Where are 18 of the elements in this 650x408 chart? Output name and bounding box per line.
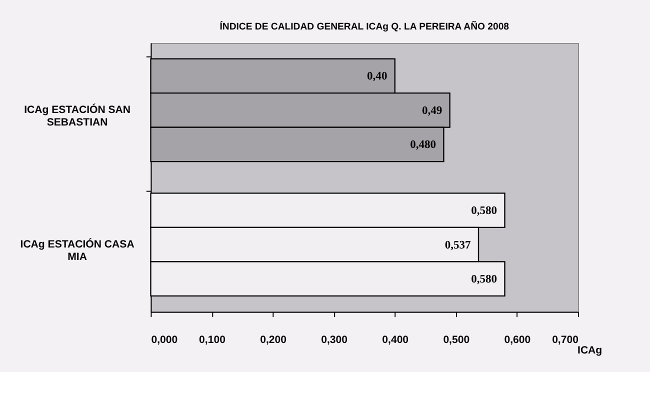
data-label: 0,580 (471, 274, 498, 286)
chart-title: ÍNDICE DE CALIDAD GENERAL ICAg Q. LA PEREIRA AÑO 2008 (220, 20, 510, 32)
data-label: 0,480 (410, 139, 436, 152)
x-tick-label: 0,300 (321, 334, 348, 346)
x-tick-label: 0,400 (382, 334, 409, 346)
x-tick-label: 0,200 (260, 334, 287, 346)
x-axis-title: ICAg (578, 344, 602, 357)
data-label: 0,40 (367, 70, 388, 83)
x-tick-label: 0,100 (199, 334, 226, 346)
x-tick-label: 0,000 (151, 334, 178, 346)
y-tick-label: ICAg ESTACIÓN SAN SEBASTIAN (24, 103, 131, 129)
x-tick-label: 0,500 (443, 334, 470, 346)
x-tick-label: 0,700 (552, 334, 579, 346)
data-label: 0,580 (471, 205, 498, 218)
data-label: 0,537 (444, 239, 472, 252)
x-tick-label: 0,600 (504, 334, 531, 346)
data-label: 0,49 (422, 104, 442, 117)
y-tick-label: ICAg ESTACIÓN CASA MIA (20, 237, 135, 263)
